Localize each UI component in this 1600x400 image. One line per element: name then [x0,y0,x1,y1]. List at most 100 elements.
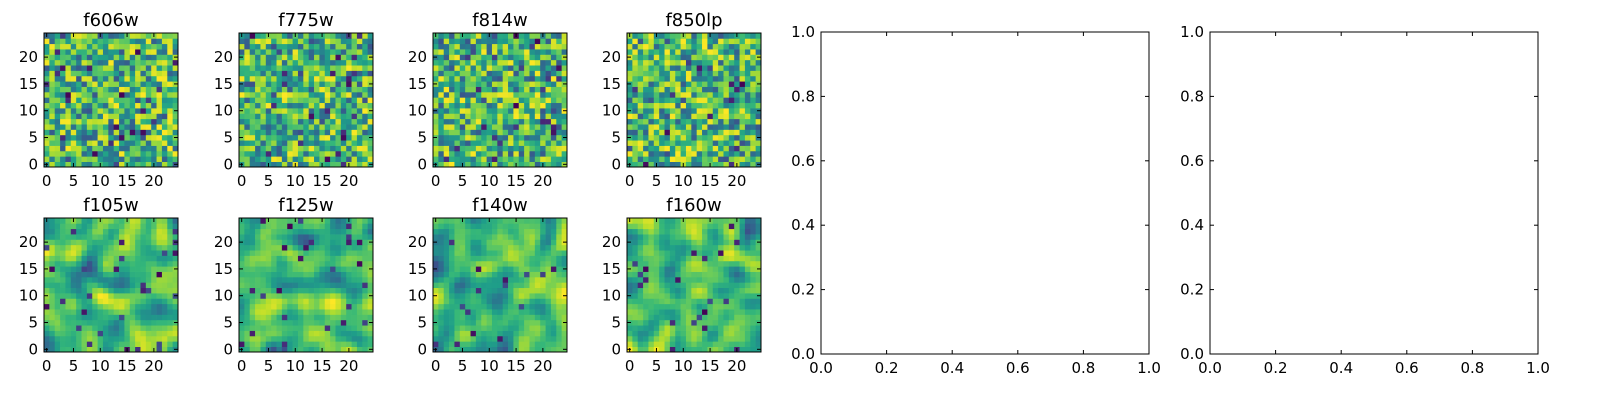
heatmap-cell [362,282,368,289]
heatmap-cell [529,97,536,104]
heatmap-cell [497,43,504,50]
x-tick-label: 0 [431,172,441,190]
heatmap-cell [260,134,267,141]
heatmap-cell [664,124,671,130]
heatmap-cell [330,129,336,136]
heatmap-cell [367,38,374,45]
heatmap-cell [362,325,368,331]
heatmap-cell [108,325,115,331]
heatmap-cell [540,54,546,61]
heatmap-cell [340,91,347,98]
heatmap-cell [486,38,493,45]
heatmap-cell [249,303,256,310]
heatmap-cell [712,86,719,93]
heatmap-cell [702,346,708,353]
heatmap-cell [486,43,493,50]
heatmap-cell [276,97,283,104]
heatmap-cell [346,298,352,305]
heatmap-cell [49,75,56,82]
heatmap-cell [167,228,173,235]
heatmap-cell [449,276,455,283]
heatmap-cell [497,102,504,109]
heatmap-cell [367,303,374,310]
heatmap-cell [255,341,261,347]
heatmap-cell [271,75,277,82]
heatmap-cell [627,330,633,337]
heatmap-cell [491,108,498,114]
heatmap-cell [433,70,439,77]
heatmap-cell [308,276,315,283]
heatmap-cell [351,314,358,321]
heatmap-cell [335,282,342,289]
heatmap-cell [491,145,498,152]
heatmap-cell [324,287,331,294]
heatmap-cell [340,102,347,109]
heatmap-cell [314,65,320,71]
heatmap-cell [54,108,61,114]
heatmap-cell [438,156,445,162]
heatmap-cell [723,59,730,66]
heatmap-cell [65,124,72,130]
heatmap-cell [637,54,644,61]
heatmap-cell [524,218,530,224]
heatmap-cell [335,81,342,87]
heatmap-cell [119,65,125,71]
heatmap-cell [97,330,104,337]
heatmap-cell [718,134,724,141]
heatmap-cell [475,287,482,294]
heatmap-cell [119,239,125,246]
heatmap-cell [739,276,746,283]
heatmap-cell [97,59,104,66]
heatmap-cell [433,314,439,321]
heatmap-cell [475,234,482,240]
x-tick-label: 5 [69,172,79,190]
heatmap-cell [44,244,50,251]
heatmap-cell [475,113,482,120]
y-tick-label: 10 [408,102,427,120]
heatmap-cell [97,309,104,315]
heatmap-cell [255,314,261,321]
heatmap-cell [156,319,163,326]
heatmap-cell [308,38,315,45]
heatmap-cell [145,145,152,152]
heatmap-cell [172,49,179,55]
heatmap-cell [744,161,751,168]
heatmap-cell [475,65,482,71]
heatmap-cell [449,341,455,347]
heatmap-cell [438,91,445,98]
heatmap-cell [513,75,520,82]
heatmap-cell [712,271,719,278]
heatmap-cell [744,59,751,66]
heatmap-cell [340,108,347,114]
heatmap-cell [362,346,368,353]
heatmap-cell [696,49,703,55]
heatmap-cell [70,228,77,235]
x-tick-label: 5 [264,172,274,190]
heatmap-cell [86,293,93,299]
heatmap-cell [491,102,498,109]
heatmap-cell [556,81,562,87]
heatmap-cell [518,239,525,246]
heatmap-cell [632,276,639,283]
heatmap-cell [550,293,557,299]
heatmap-cell [755,97,762,104]
heatmap-cell [449,97,455,104]
heatmap-cell [524,38,530,45]
heatmap-cell [108,59,115,66]
heatmap-cell [260,293,267,299]
heatmap-cell [556,38,562,45]
heatmap-cell [707,330,714,337]
heatmap-cell [113,81,120,87]
heatmap-cell [540,65,546,71]
heatmap-cell [156,266,163,272]
heatmap-cell [70,65,77,71]
heatmap-cell [308,239,315,246]
heatmap-cell [292,43,299,50]
heatmap-cell [167,314,173,321]
heatmap-cell [497,124,504,130]
heatmap-cell [734,287,740,294]
heatmap-cell [260,239,267,246]
heatmap-cell [696,124,703,130]
